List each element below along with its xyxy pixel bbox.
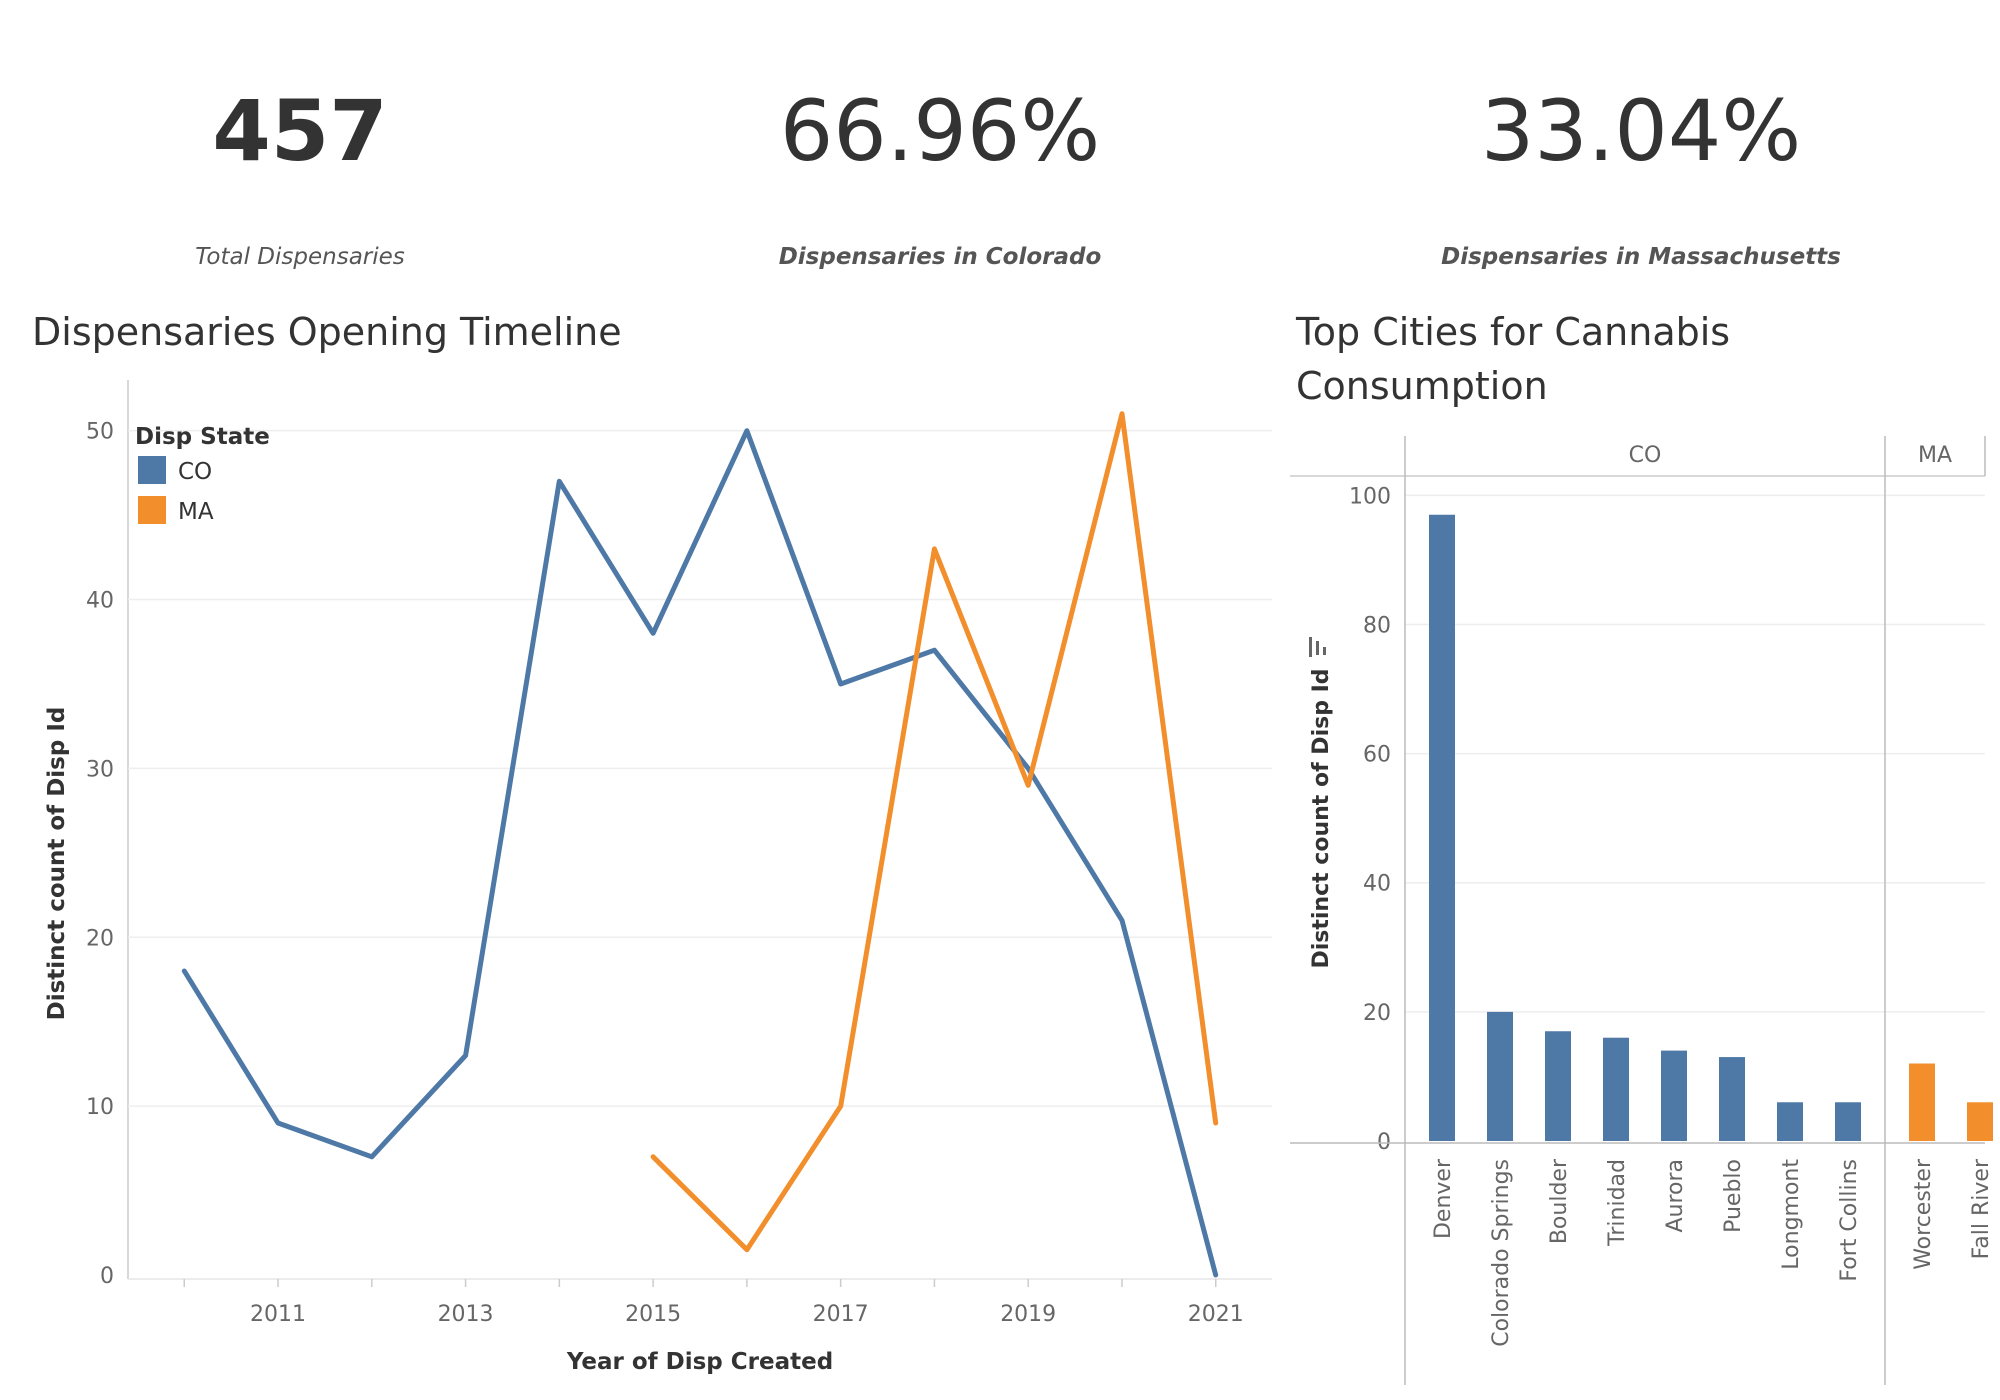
timeline-y-tick-label: 30 <box>86 757 114 782</box>
cities-x-tick-label: Colorado Springs <box>1489 1159 1514 1347</box>
cities-bar <box>1487 1011 1513 1141</box>
cities-chart-title: Top Cities for Cannabis Consumption <box>1296 310 1731 408</box>
legend-swatch-ma <box>138 496 166 524</box>
cities-panel-header-co: CO <box>1629 443 1662 468</box>
cities-bar <box>1603 1037 1629 1141</box>
timeline-series-line-ma <box>650 411 1219 1253</box>
cities-bar <box>1835 1102 1861 1141</box>
cities-bar <box>1909 1063 1935 1141</box>
cities-x-tick-label: Aurora <box>1663 1159 1688 1233</box>
kpi-total-label: Total Dispensaries <box>195 244 405 270</box>
cities-x-tick-label: Denver <box>1431 1158 1456 1239</box>
timeline-y-tick-label: 20 <box>86 926 114 951</box>
timeline-x-tick-label: 2017 <box>813 1302 869 1327</box>
sort-icon[interactable] <box>1309 637 1326 657</box>
timeline-x-tick-label: 2013 <box>438 1302 494 1327</box>
timeline-x-axis-title: Year of Disp Created <box>566 1349 833 1375</box>
timeline-x-tick-label: 2015 <box>625 1302 681 1327</box>
legend-title: Disp State <box>135 424 270 450</box>
cities-bar <box>1661 1050 1687 1141</box>
kpi-total-value: 457 <box>212 82 388 180</box>
cities-y-tick-label: 100 <box>1349 484 1391 509</box>
legend-label-co: CO <box>178 459 212 485</box>
legend-swatch-co <box>138 456 166 484</box>
kpi-massachusetts-label: Dispensaries in Massachusetts <box>1441 244 1841 270</box>
cities-x-tick-label: Longmont <box>1779 1159 1804 1270</box>
kpi-massachusetts-value: 33.04% <box>1480 82 1802 180</box>
cities-y-tick-label: 40 <box>1363 872 1391 897</box>
timeline-y-tick-label: 40 <box>86 589 114 614</box>
cities-x-tick-label: Pueblo <box>1721 1159 1746 1233</box>
timeline-x-tick-label: 2019 <box>1000 1302 1056 1327</box>
timeline-chart-title: Dispensaries Opening Timeline <box>32 310 622 354</box>
cities-panel-header-ma: MA <box>1918 443 1952 468</box>
legend-label-ma: MA <box>178 499 214 525</box>
cities-y-tick-label: 80 <box>1363 613 1391 638</box>
cities-bar <box>1545 1031 1571 1141</box>
timeline-y-tick-label: 10 <box>86 1095 114 1120</box>
cities-x-tick-label: Boulder <box>1547 1158 1572 1244</box>
cities-x-tick-label: Trinidad <box>1605 1159 1630 1247</box>
cities-y-tick-label: 60 <box>1363 743 1391 768</box>
timeline-series-line-co <box>181 428 1219 1278</box>
timeline-y-tick-label: 0 <box>100 1264 114 1289</box>
timeline-x-tick-label: 2021 <box>1188 1302 1244 1327</box>
cities-y-tick-label: 20 <box>1363 1001 1391 1026</box>
kpi-colorado-label: Dispensaries in Colorado <box>778 244 1102 270</box>
timeline-y-axis-title: Distinct count of Disp Id <box>44 707 70 1021</box>
cities-bar <box>1429 514 1455 1141</box>
timeline-line-chart: 0 10 20 30 40 50 2011 2013 2015 2017 2019 2021 Year … <box>44 380 1272 1375</box>
kpi-colorado-value: 66.96% <box>779 82 1101 180</box>
cities-x-tick-label: Worcester <box>1911 1158 1936 1270</box>
cities-bar <box>1777 1102 1803 1141</box>
cities-y-axis-title: Distinct count of Disp Id <box>1309 668 1334 968</box>
cities-bar <box>1967 1102 1993 1141</box>
cities-x-tick-label: Fall River <box>1969 1158 1994 1259</box>
cities-x-tick-label: Fort Collins <box>1837 1159 1862 1282</box>
timeline-y-tick-label: 50 <box>86 420 114 445</box>
cities-bar <box>1719 1057 1745 1141</box>
timeline-x-tick-label: 2011 <box>250 1302 306 1327</box>
